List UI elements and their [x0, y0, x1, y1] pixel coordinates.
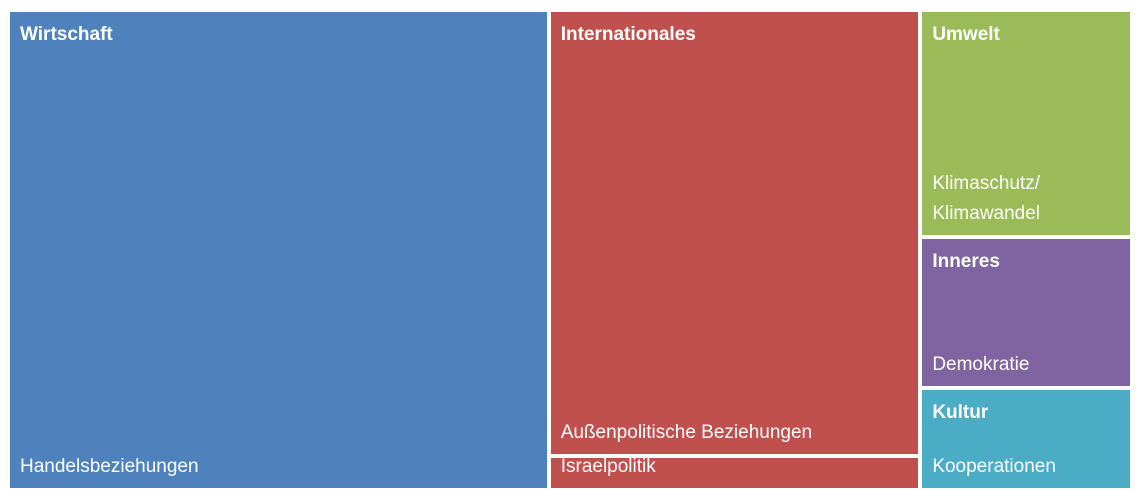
treemap-cell: Kooperationen Kultur [922, 390, 1130, 488]
group-label: Umwelt [932, 24, 1000, 45]
group-label: Inneres [932, 250, 1000, 272]
cell-label: Außenpolitische Beziehungen [560, 421, 813, 443]
treemap: Handelsbeziehungen Wirtschaft Außenpolitis… [8, 10, 1132, 490]
group-label: Internationales [560, 24, 696, 45]
cell-label: Klimaschutz/ Klimawandel [932, 172, 1041, 224]
treemap-cell: Israelpolitik [550, 456, 919, 488]
cell-label: Handelsbeziehungen [20, 456, 199, 477]
treemap-cell: Außenpolitische Beziehungen International… [550, 12, 919, 454]
treemap-cell: Demokratie Inneres [922, 238, 1130, 387]
cell-label: Demokratie [932, 354, 1030, 376]
group-label: Kultur [932, 402, 989, 424]
treemap-cell: Klimaschutz/ Klimawandel Umwelt [922, 12, 1130, 235]
group-label: Wirtschaft [20, 24, 113, 45]
treemap-cell: Handelsbeziehungen Wirtschaft [10, 12, 547, 488]
cell-label: Kooperationen [932, 455, 1056, 477]
cell-label: Israelpolitik [560, 455, 656, 477]
